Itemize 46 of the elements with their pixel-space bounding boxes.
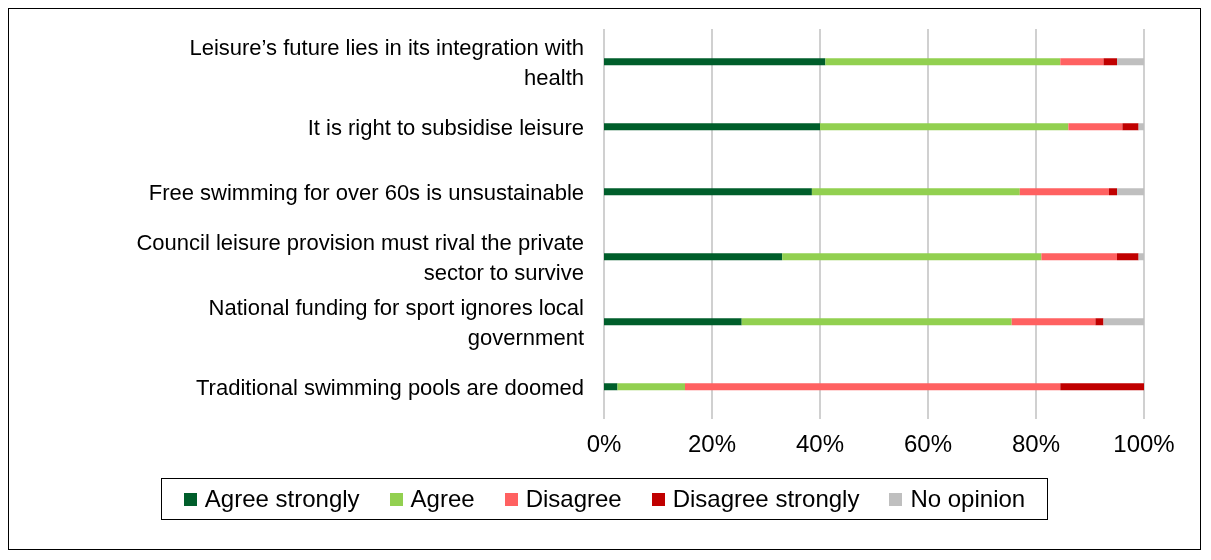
bar: [1117, 188, 1144, 196]
y-tick-label: National funding for sport ignores local government: [208, 294, 584, 349]
bar: [1138, 253, 1144, 261]
bar: [741, 318, 1012, 326]
legend-label: No opinion: [909, 485, 1026, 513]
legend-label: Agree strongly: [203, 485, 360, 513]
y-tick-label: Council leisure provision must rival the private sector to survive: [136, 229, 584, 284]
bar: [1138, 123, 1144, 131]
bar: [604, 253, 783, 261]
bar: [811, 188, 1020, 196]
bar: [1103, 58, 1117, 66]
y-tick-label: Leisure’s future lies in its integration with health: [189, 34, 584, 89]
bar: [1041, 253, 1117, 261]
legend-label: Disagree strongly: [671, 485, 860, 513]
bar: [1117, 253, 1139, 261]
y-tick-label: It is right to subsidise leisure: [307, 114, 584, 139]
bar: [604, 318, 742, 326]
bar: [604, 188, 812, 196]
x-tick-label: 60%: [903, 430, 953, 458]
bar: [617, 383, 685, 391]
bar: [1011, 318, 1096, 326]
bar: [1068, 123, 1123, 131]
bar: [1060, 58, 1104, 66]
x-tick-label: 40%: [795, 430, 845, 458]
bar: [1122, 123, 1139, 131]
y-tick-label: Traditional swimming pools are doomed: [195, 374, 584, 399]
bar: [604, 58, 826, 66]
bar: [825, 58, 1061, 66]
bar: [1108, 188, 1117, 196]
legend-label: Disagree: [524, 485, 622, 513]
bar: [604, 123, 820, 131]
y-tick-label: Free swimming for over 60s is unsustainable: [148, 179, 584, 204]
bar: [820, 123, 1069, 131]
legend-label: Agree: [409, 485, 475, 513]
bar: [1095, 318, 1104, 326]
bar: [1103, 318, 1144, 326]
bar: [685, 383, 1061, 391]
bar: [782, 253, 1042, 261]
x-tick-label: 0%: [586, 430, 622, 458]
bar: [604, 383, 618, 391]
bar: [1117, 58, 1144, 66]
x-tick-label: 80%: [1011, 430, 1061, 458]
x-tick-label: 100%: [1113, 430, 1175, 458]
bar: [1019, 188, 1109, 196]
x-tick-label: 20%: [687, 430, 737, 458]
bar: [1060, 383, 1144, 391]
